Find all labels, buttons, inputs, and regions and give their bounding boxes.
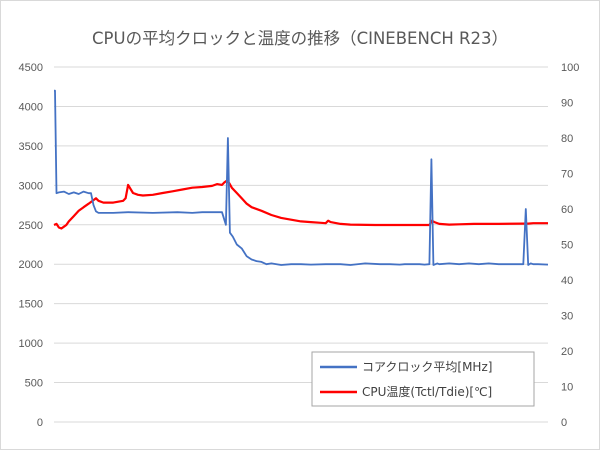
right-tick-label: 10 bbox=[561, 382, 573, 394]
chart-title: CPUの平均クロックと温度の推移（CINEBENCH R23） bbox=[92, 29, 508, 48]
right-tick-label: 100 bbox=[561, 62, 579, 74]
left-tick-label: 1500 bbox=[19, 299, 43, 311]
left-tick-label: 3500 bbox=[19, 141, 43, 153]
left-tick-label: 4500 bbox=[19, 62, 43, 74]
series-line-clock bbox=[54, 89, 549, 266]
right-axis-ticks: 0 10 20 30 40 50 60 70 80 90 100 bbox=[561, 62, 579, 429]
right-tick-label: 20 bbox=[561, 346, 573, 358]
right-tick-label: 40 bbox=[561, 275, 573, 287]
legend: コアクロック平均[MHz] CPU温度(Tctl/Tdie)[℃] bbox=[311, 351, 535, 407]
right-tick-label: 50 bbox=[561, 240, 573, 252]
right-tick-label: 70 bbox=[561, 169, 573, 181]
left-tick-label: 1000 bbox=[19, 338, 43, 350]
legend-box bbox=[311, 351, 535, 407]
legend-label-temperature: CPU温度(Tctl/Tdie)[℃] bbox=[362, 384, 492, 399]
left-tick-label: 2000 bbox=[19, 259, 43, 271]
left-tick-label: 4000 bbox=[19, 101, 43, 113]
right-tick-label: 0 bbox=[561, 417, 567, 429]
legend-label-clock: コアクロック平均[MHz] bbox=[362, 360, 492, 374]
series-lines bbox=[53, 89, 549, 266]
right-tick-label: 60 bbox=[561, 204, 573, 216]
right-tick-label: 80 bbox=[561, 133, 573, 145]
left-tick-label: 3000 bbox=[19, 180, 43, 192]
left-tick-label: 0 bbox=[37, 417, 43, 429]
left-tick-label: 500 bbox=[25, 378, 43, 390]
left-axis-ticks: 0 500 1000 1500 2000 2500 3000 3500 4000 4500 bbox=[19, 62, 43, 429]
left-tick-label: 2500 bbox=[19, 220, 43, 232]
right-tick-label: 30 bbox=[561, 311, 573, 323]
right-tick-label: 90 bbox=[561, 98, 573, 110]
series-line-temperature bbox=[53, 179, 548, 230]
